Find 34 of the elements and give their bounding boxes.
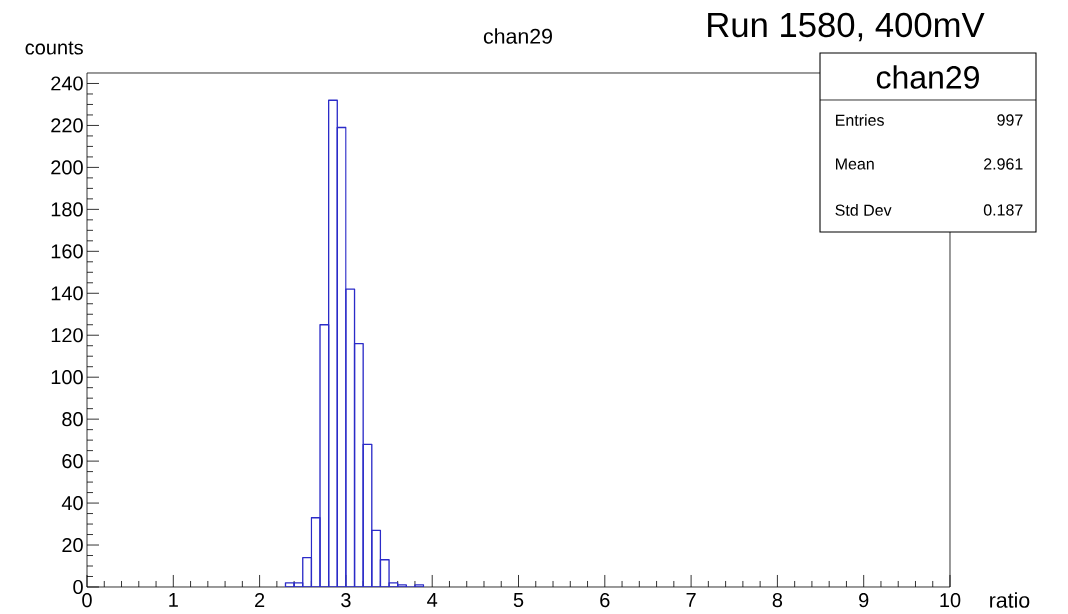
y-tick-label: 0 [73, 579, 83, 595]
annotation: Mean [836, 158, 874, 170]
y-axis-title: counts [25, 41, 83, 55]
annotation: chan29 [876, 65, 979, 89]
y-tick-label: 240 [51, 76, 83, 91]
x-tick-label: 5 [513, 593, 524, 607]
y-tick-label: 120 [51, 328, 83, 343]
text: 997 [997, 114, 1023, 126]
y-tick-label: 140 [51, 286, 83, 301]
y-tick-label: 160 [51, 244, 83, 259]
text: 0.187 [983, 204, 1023, 216]
y-tick-label: 180 [51, 202, 83, 217]
text: 2.961 [984, 158, 1023, 170]
x-tick-label: 2 [255, 593, 265, 607]
text: Run 1580, 400mV [708, 12, 985, 42]
chart-title: chan29 [483, 28, 552, 44]
x-tick-label: 7 [686, 593, 696, 607]
annotation: Entries [836, 114, 884, 126]
y-tick-label: 60 [62, 454, 83, 469]
y-tick-label: 80 [62, 412, 83, 427]
y-tick-label: 100 [51, 370, 83, 385]
x-tick-label: 3 [341, 593, 351, 608]
x-tick-label: 1 [169, 593, 178, 607]
x-tick-label: 10 [940, 593, 961, 608]
x-axis-title: ratio [990, 592, 1030, 608]
annotation: Std Dev [835, 204, 892, 216]
x-tick-label: 9 [859, 593, 869, 608]
y-tick-label: 40 [61, 495, 83, 511]
x-tick-label: 6 [600, 593, 610, 608]
y-tick-label: 220 [51, 118, 83, 133]
y-tick-label: 200 [51, 160, 83, 175]
y-tick-label: 20 [62, 537, 83, 553]
x-tick-label: 4 [427, 593, 438, 607]
x-tick-label: 8 [772, 593, 783, 608]
